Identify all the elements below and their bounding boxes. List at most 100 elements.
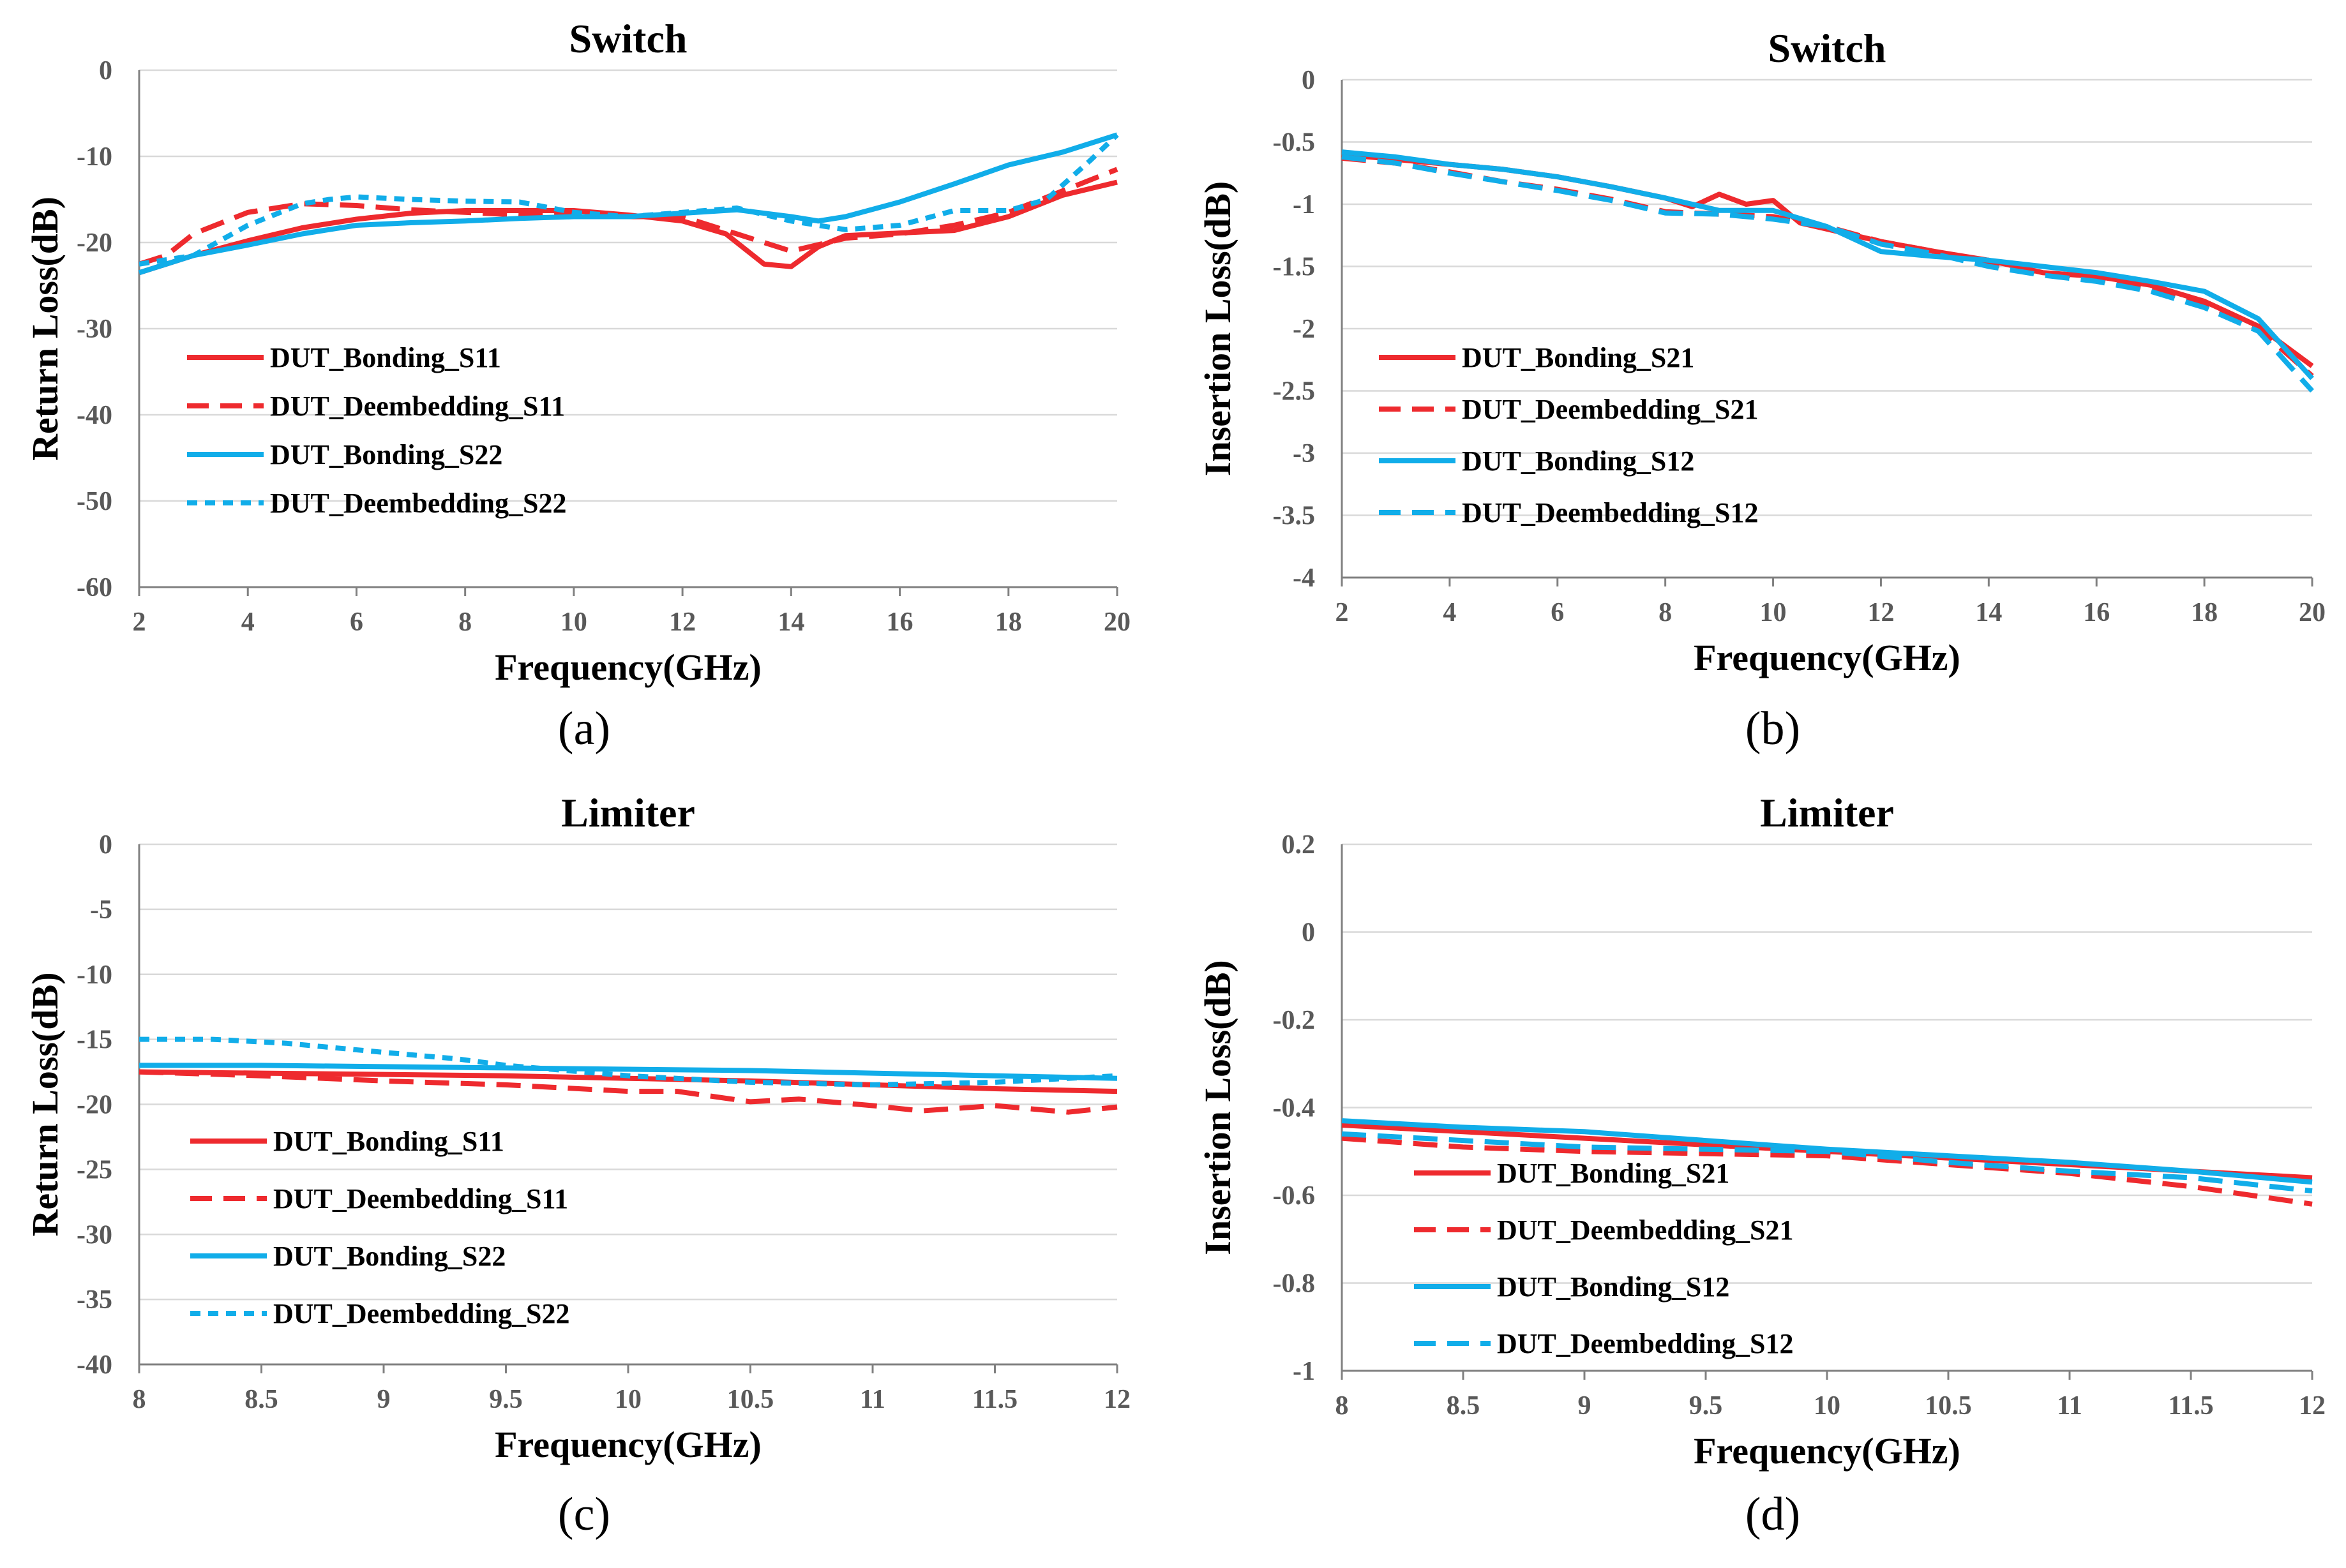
x-tick-label: 6 (1551, 598, 1564, 627)
y-tick-label: -10 (77, 142, 112, 172)
chart-svg-d: 0.2 0 -0.2 -0.4 -0.6 -0.8 -1 8 8.5 9 9.5 10 10.5 11 11… (1197, 790, 2326, 1472)
legend-entry: DUT_Deembedding_S12 (1497, 1328, 1794, 1359)
y-tick-label: 0 (99, 830, 112, 860)
x-tick-label: 9 (1578, 1391, 1591, 1421)
series-line-dut-bonding-s11 (138, 179, 1118, 276)
legend-entry: DUT_Bonding_S12 (1497, 1271, 1729, 1303)
x-tick-label: 10.5 (727, 1385, 774, 1414)
legend-entry: DUT_Bonding_S21 (1462, 342, 1694, 373)
legend-entry: DUT_Deembedding_S22 (270, 488, 567, 519)
y-tick-label: -2.5 (1273, 377, 1316, 407)
y-tick-label: -1 (1293, 1357, 1315, 1386)
x-tick-label: 11 (860, 1385, 885, 1414)
x-tick-label: 18 (2191, 598, 2218, 627)
x-tick-label: 11.5 (2168, 1391, 2213, 1421)
series-line-dut-deembedding-s11 (139, 1069, 1118, 1115)
panel-caption-b: (b) (1745, 703, 1801, 755)
y-tick-label: -30 (77, 315, 112, 344)
y-tick-label: -0.5 (1273, 128, 1316, 158)
y-tick-label: -25 (77, 1155, 112, 1184)
y-tick-label: -5 (90, 895, 112, 925)
series-line-dut-deembedding-s21 (1341, 1135, 2313, 1207)
x-tick-label: 8 (1335, 1391, 1349, 1421)
y-axis-label: Insertion Loss(dB) (1197, 181, 1238, 476)
chart-svg-a: 0 -10 -20 -30 -40 -50 -60 2 4 6 8 10 12 14 16 18 20 Switc… (24, 16, 1131, 688)
y-tick-label: -50 (77, 487, 112, 516)
x-axis-label: Frequency(GHz) (1694, 1430, 1960, 1472)
legend-entry: DUT_Bonding_S11 (273, 1126, 504, 1157)
y-tick-label: 0 (99, 56, 112, 86)
panel-caption-c: (c) (557, 1488, 611, 1541)
x-tick-label: 2 (133, 608, 146, 637)
x-tick-label: 4 (1443, 598, 1456, 627)
legend-entry: DUT_Bonding_S21 (1497, 1158, 1729, 1189)
y-tick-label: -2 (1293, 315, 1315, 344)
x-tick-label: 6 (350, 608, 363, 637)
y-tick-label: -20 (77, 1091, 112, 1120)
chart-title: Limiter (561, 790, 695, 835)
y-tick-label: -0.2 (1273, 1006, 1316, 1035)
y-tick-label: -40 (77, 1350, 112, 1380)
chart-svg-b: 0 -0.5 -1 -1.5 -2 -2.5 -3 -3.5 -4 2 4 6 8 10 12 14 16 18 2… (1197, 26, 2326, 678)
legend-entry: DUT_Deembedding_S21 (1462, 394, 1759, 425)
panel-caption-a: (a) (557, 703, 611, 755)
series-line-dut-deembedding-s12 (1341, 1131, 2313, 1194)
y-tick-label: -3 (1293, 439, 1315, 468)
y-tick-label: 0 (1302, 918, 1315, 948)
x-tick-label: 12 (1104, 1385, 1131, 1414)
x-tick-label: 10 (560, 608, 587, 637)
y-tick-label: -30 (77, 1220, 112, 1250)
x-tick-label: 12 (1867, 598, 1894, 627)
x-tick-label: 18 (995, 608, 1022, 637)
y-tick-label: -3.5 (1273, 502, 1316, 531)
y-tick-label: -0.8 (1273, 1269, 1316, 1299)
x-tick-label: 11.5 (972, 1385, 1018, 1414)
legend-entry: DUT_Deembedding_S11 (273, 1183, 568, 1214)
legend-entry: DUT_Deembedding_S12 (1462, 497, 1759, 528)
y-tick-label: -1 (1293, 190, 1315, 220)
series-line-dut-bonding-s21 (1341, 152, 2314, 368)
x-tick-label: 14 (1975, 598, 2002, 627)
x-tick-label: 4 (241, 608, 255, 637)
y-tick-label: -10 (77, 960, 112, 990)
x-tick-label: 16 (887, 608, 914, 637)
x-tick-label: 9 (377, 1385, 391, 1414)
legend-entry: DUT_Bonding_S22 (273, 1241, 506, 1272)
x-tick-label: 16 (2083, 598, 2110, 627)
y-tick-label: 0.2 (1282, 830, 1316, 860)
x-tick-label: 8.5 (244, 1385, 278, 1414)
x-tick-label: 10 (615, 1385, 642, 1414)
x-tick-label: 14 (778, 608, 804, 637)
y-tick-label: -0.4 (1273, 1094, 1316, 1123)
y-tick-label: -40 (77, 401, 112, 430)
chart-title: Switch (569, 16, 688, 61)
legend-entry: DUT_Deembedding_S11 (270, 391, 565, 422)
y-tick-label: -20 (77, 228, 112, 258)
chart-title: Switch (1768, 26, 1886, 71)
x-axis-label: Frequency(GHz) (495, 646, 762, 688)
y-axis-label: Return Loss(dB) (24, 972, 66, 1236)
series-line-dut-bonding-s22 (139, 1063, 1118, 1081)
x-tick-label: 9.5 (1689, 1391, 1723, 1421)
x-tick-label: 9.5 (489, 1385, 523, 1414)
x-tick-label: 12 (669, 608, 696, 637)
x-tick-label: 20 (1104, 608, 1131, 637)
x-tick-label: 2 (1335, 598, 1349, 627)
legend-entry: DUT_Deembedding_S22 (273, 1298, 570, 1329)
series-line-dut-bonding-s22 (138, 132, 1118, 276)
x-tick-label: 10.5 (1925, 1391, 1972, 1421)
y-tick-label: -60 (77, 573, 112, 602)
chart-panel-a: 0 -10 -20 -30 -40 -50 -60 2 4 6 8 10 12 14 16 18 20 Switc… (0, 0, 1173, 784)
chart-panel-b: 0 -0.5 -1 -1.5 -2 -2.5 -3 -3.5 -4 2 4 6 8 10 12 14 16 18 2… (1173, 0, 2345, 784)
x-tick-label: 10 (1760, 598, 1787, 627)
x-tick-label: 11 (2057, 1391, 2082, 1421)
chart-svg-c: 0 -5 -10 -15 -20 -25 -30 -35 -40 8 8.5 9 9.5 10 10.5 11… (24, 790, 1131, 1465)
series-line-dut-deembedding-s12 (1341, 154, 2314, 393)
legend-entry: DUT_Bonding_S12 (1462, 445, 1694, 477)
x-tick-label: 12 (2299, 1391, 2326, 1421)
y-tick-label: -0.6 (1273, 1181, 1316, 1211)
x-tick-label: 8 (1658, 598, 1672, 627)
x-axis-label: Frequency(GHz) (495, 1424, 762, 1465)
y-tick-label: 0 (1302, 66, 1315, 95)
series-line-dut-deembedding-s22 (139, 1036, 1118, 1087)
